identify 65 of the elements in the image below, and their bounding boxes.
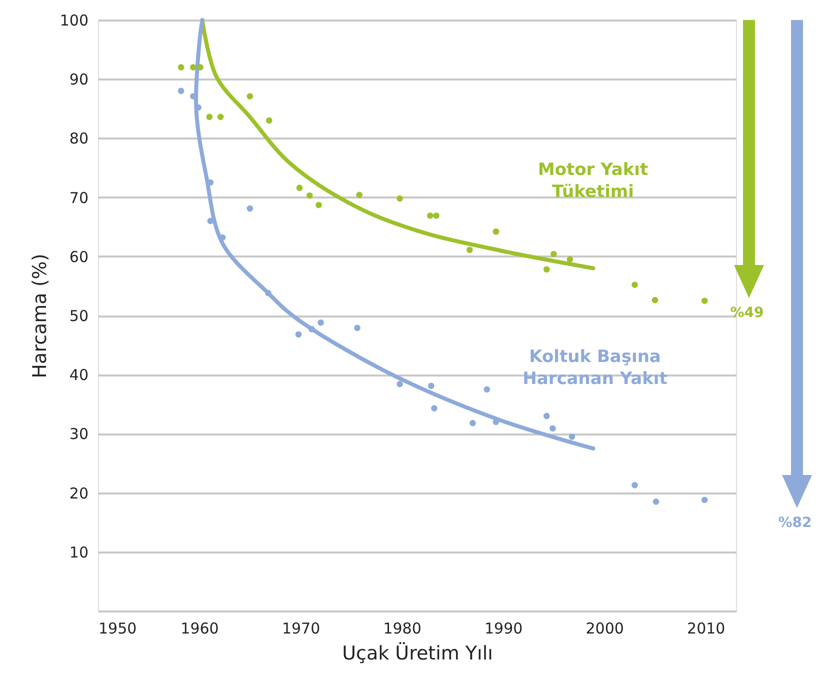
point [470,420,476,426]
point [246,93,254,100]
y-axis-title: Harcama (%) [28,254,51,378]
point [492,228,500,235]
annotation: %49 [730,305,764,321]
y-tick-label: 80 [69,130,88,148]
point [550,425,556,432]
y-tick-label: 50 [69,307,88,325]
point [207,218,214,224]
series-label: Koltuk Başına Harcanan Yakıt [522,347,668,389]
point [306,192,313,199]
x-tick-label: 1950 [98,620,137,638]
point [266,117,272,124]
point [354,324,360,332]
point [431,405,438,412]
point [308,326,315,332]
point [543,412,550,420]
y-tick-label: 100 [60,12,88,30]
text: Motor Yakıt Tüketimi [538,160,648,202]
point [543,266,550,273]
point [396,380,403,388]
x-tick-label: 1990 [484,620,523,638]
point [206,114,213,120]
point [484,386,490,393]
y-tick-label: 10 [69,543,88,562]
x-tick-label: 2000 [586,620,624,638]
point [296,184,303,191]
text: %82 [778,515,812,531]
x-tick-label: 1970 [282,620,320,638]
point [433,212,440,219]
point [428,382,434,389]
y-tick-label: 20 [69,484,88,502]
point [652,498,660,505]
point [190,64,196,70]
y-tick-label: 90 [69,70,88,89]
point [632,282,638,288]
point [566,256,574,263]
point [217,114,224,120]
point [466,246,473,254]
point [568,434,576,440]
point [701,298,708,304]
y-tick-label: 70 [69,188,88,207]
point [178,64,184,70]
y-tick-label: 30 [69,425,88,444]
y-tick-label: 60 [69,248,88,266]
x-tick-label: 2010 [687,620,726,638]
point [701,496,708,504]
point [264,290,272,296]
x-tick-label: 1960 [180,620,219,638]
point [550,250,557,258]
point [316,202,322,208]
point [295,331,302,338]
y-tick-label: 40 [69,366,88,384]
x-tick-label: 1980 [383,620,422,638]
point [356,192,362,198]
x-axis-title: Uçak Üretim Yılı [342,642,493,664]
point [197,64,204,70]
point [492,418,500,426]
point [427,212,434,219]
point [318,319,324,326]
point [178,88,184,94]
point [396,195,403,202]
point [652,296,658,304]
point [632,482,638,488]
point [246,205,254,212]
